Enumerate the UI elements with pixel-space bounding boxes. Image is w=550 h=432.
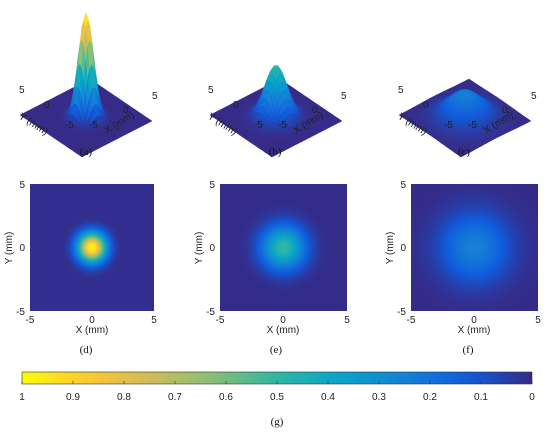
- x-tick-5: 5: [152, 91, 158, 102]
- x-tick-minus5: -5: [26, 315, 35, 326]
- x-tick-5: 5: [531, 91, 537, 102]
- x-tick-minus5: -5: [468, 120, 477, 131]
- colorbar-tick-label: 0.6: [219, 392, 233, 403]
- colorbar-tick-label: 0.4: [321, 392, 335, 403]
- y-tick-minus5: -5: [16, 307, 25, 318]
- heatmap-panel-d: -5 0 5 5 0 -5 X (mm) Y (mm) (d): [4, 180, 157, 356]
- colorbar: 1 0.9 0.8 0.7 0.6 0.5 0.4 0.3 0.2 0.1 0 (g): [19, 371, 535, 428]
- y-tick-minus5: -5: [444, 120, 453, 131]
- y-tick-minus5: -5: [206, 307, 215, 318]
- caption-a: (a): [80, 146, 93, 158]
- y-tick-0: 0: [233, 100, 239, 111]
- colorbar-tick-label: 0.2: [423, 392, 437, 403]
- x-tick-minus5: -5: [216, 315, 225, 326]
- colorbar-tick-label: 0.5: [270, 392, 284, 403]
- heatmap-spot: [30, 184, 154, 311]
- y-tick-minus5: -5: [254, 120, 263, 131]
- surface-panel-b: 5 0 -5 -5 0 5 Y (mm) X (mm) (b): [205, 65, 347, 158]
- caption-e: (e): [270, 344, 283, 356]
- x-tick-minus5: -5: [89, 120, 98, 131]
- colorbar-tick-label: 1: [19, 392, 25, 403]
- caption-d: (d): [80, 344, 93, 356]
- x-axis-label: X (mm): [76, 325, 109, 336]
- colorbar-tick-label: 0.1: [474, 392, 488, 403]
- colorbar-tick-label: 0.9: [66, 392, 80, 403]
- y-tick-minus5: -5: [397, 307, 406, 318]
- y-tick-5: 5: [19, 85, 25, 96]
- y-tick-0: 0: [423, 100, 429, 111]
- x-tick-5: 5: [535, 315, 541, 326]
- y-axis-label: Y (mm): [4, 232, 15, 265]
- y-axis-label: Y (mm): [194, 232, 205, 265]
- y-tick-0: 0: [209, 243, 215, 254]
- x-tick-5: 5: [344, 315, 350, 326]
- x-tick-5: 5: [341, 91, 347, 102]
- colorbar-tick-label: 0.8: [117, 392, 131, 403]
- y-axis-label: Y (mm): [385, 232, 396, 265]
- heatmap-panel-f: -5 0 5 5 0 -5 X (mm) Y (mm) (f): [385, 180, 541, 356]
- x-axis-label: X (mm): [458, 325, 491, 336]
- y-tick-0: 0: [44, 100, 50, 111]
- heatmap-spot: [220, 184, 347, 311]
- y-tick-5: 5: [209, 180, 215, 191]
- heatmap-panel-e: -5 0 5 5 0 -5 X (mm) Y (mm) (e): [194, 180, 350, 356]
- caption-c: (c): [458, 146, 471, 158]
- x-tick-minus5: -5: [278, 120, 287, 131]
- surface-facet: [79, 154, 85, 158]
- x-tick-0: 0: [123, 105, 129, 116]
- y-tick-0: 0: [400, 243, 406, 254]
- colorbar-tick-label: 0.7: [168, 392, 182, 403]
- y-tick-5: 5: [398, 85, 404, 96]
- heatmap-spot: [411, 184, 538, 311]
- y-tick-5: 5: [400, 180, 406, 191]
- caption-f: (f): [463, 344, 474, 356]
- colorbar-tick-label: 0: [529, 392, 535, 403]
- caption-g: (g): [271, 416, 284, 428]
- x-axis-label: X (mm): [267, 325, 300, 336]
- y-tick-minus5: -5: [65, 120, 74, 131]
- colorbar-tick-label: 0.3: [372, 392, 386, 403]
- y-tick-5: 5: [208, 85, 214, 96]
- y-tick-0: 0: [19, 243, 25, 254]
- caption-b: (b): [269, 146, 282, 158]
- surface-panel-c: 5 0 -5 -5 0 5 Y (mm) X (mm) (c): [395, 78, 537, 158]
- y-tick-5: 5: [19, 180, 25, 191]
- surface-panel-a: 5 0 -5 -5 0 5 Y (mm) X (mm) (a): [16, 12, 158, 158]
- x-tick-5: 5: [151, 315, 157, 326]
- x-tick-minus5: -5: [407, 315, 416, 326]
